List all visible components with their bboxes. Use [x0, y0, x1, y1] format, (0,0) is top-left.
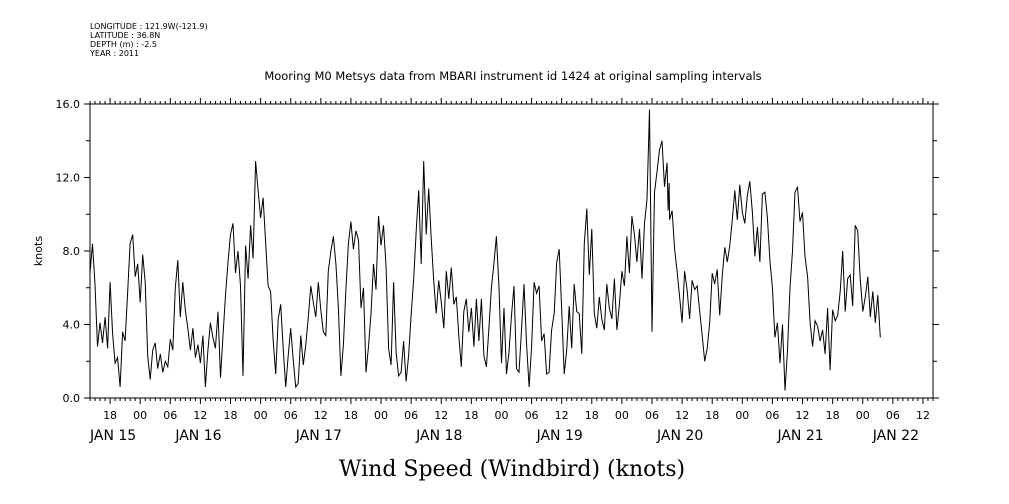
x-hour-label: 12: [675, 409, 689, 422]
x-hour-label: 06: [765, 409, 779, 422]
x-hour-label: 00: [494, 409, 508, 422]
x-day-label: JAN 17: [295, 428, 342, 444]
x-hour-label: 18: [344, 409, 358, 422]
x-hour-label: 18: [826, 409, 840, 422]
y-axis: 0.0 4.0 8.0 12.0 16.0: [56, 98, 939, 405]
x-day-label: JAN 19: [536, 428, 583, 444]
x-hour-label: 00: [735, 409, 749, 422]
x-hour-label: 18: [224, 409, 238, 422]
x-hour-label: 18: [705, 409, 719, 422]
x-hour-label: 12: [314, 409, 328, 422]
x-hour-label: 12: [434, 409, 448, 422]
latitude-label: LATITUDE : 36.8N: [90, 31, 161, 40]
x-day-label: JAN 15: [89, 428, 136, 444]
x-hour-label: 00: [254, 409, 268, 422]
station-metadata: LONGITUDE : 121.9W(-121.9) LATITUDE : 36…: [90, 22, 208, 58]
x-hour-label: 18: [103, 409, 117, 422]
y-axis-label: knots: [32, 236, 45, 266]
plot-frame: [89, 103, 934, 399]
x-hour-label: 06: [645, 409, 659, 422]
x-day-label: JAN 21: [776, 428, 823, 444]
x-hour-label: 00: [374, 409, 388, 422]
x-hour-label: 06: [404, 409, 418, 422]
x-hour-label: 12: [193, 409, 207, 422]
longitude-label: LONGITUDE : 121.9W(-121.9): [90, 22, 208, 31]
y-tick-label: 8.0: [63, 245, 81, 258]
x-day-label: JAN 18: [415, 428, 462, 444]
x-hour-label: 12: [916, 409, 930, 422]
x-hour-label: 12: [555, 409, 569, 422]
x-day-label: JAN 20: [656, 428, 703, 444]
wind-speed-series-line: [89, 109, 881, 391]
chart-caption: Wind Speed (Windbird) (knots): [339, 457, 685, 482]
x-axis: 18 00 06 12 18 00 06 12 18 00 06 12 18 00 06 12 18 00 06 12…: [89, 98, 934, 444]
x-hour-label: 06: [525, 409, 539, 422]
x-hour-label: 00: [133, 409, 147, 422]
x-hour-label: 06: [886, 409, 900, 422]
x-hour-label: 12: [796, 409, 810, 422]
x-hour-label: 06: [284, 409, 298, 422]
depth-label: DEPTH (m) : -2.5: [90, 40, 157, 49]
x-hour-label: 00: [856, 409, 870, 422]
y-tick-label: 0.0: [63, 392, 81, 405]
x-hour-label: 18: [464, 409, 478, 422]
x-day-label: JAN 22: [872, 428, 919, 444]
year-label: YEAR : 2011: [90, 49, 140, 58]
x-hour-label: 00: [615, 409, 629, 422]
y-tick-label: 4.0: [63, 319, 81, 332]
y-tick-label: 16.0: [56, 98, 81, 111]
x-day-label: JAN 16: [174, 428, 221, 444]
x-hour-label: 18: [585, 409, 599, 422]
x-hour-label: 06: [163, 409, 177, 422]
y-tick-label: 12.0: [56, 172, 81, 185]
chart-title: Mooring M0 Metsys data from MBARI instru…: [264, 69, 761, 83]
